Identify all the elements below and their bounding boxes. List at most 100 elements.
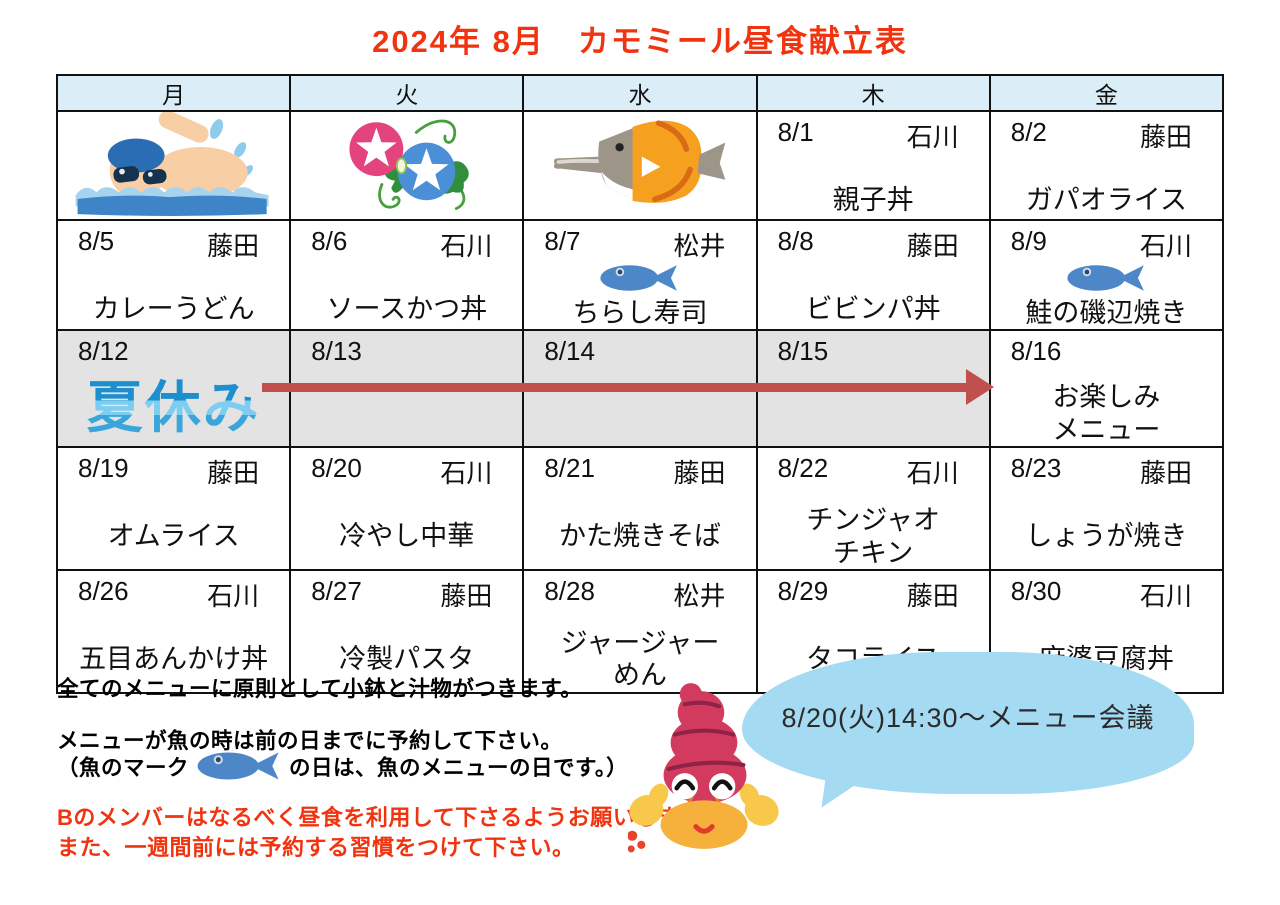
- menu-cell: 8/22 石川 チンジャオ チキン: [755, 446, 991, 571]
- warning-reserve-habit: また、一週間前には予約する習慣をつけて下さい。: [57, 835, 575, 860]
- cell-staff: 石川: [440, 231, 493, 261]
- butterflyfish-illustration: [553, 120, 726, 203]
- cell-date: 8/6: [311, 226, 348, 256]
- cell-staff: 藤田: [207, 231, 260, 261]
- week-row-4: 8/19 藤田 オムライス 8/20 石川 冷やし中華 8/21 藤田 かた焼きそば …: [55, 446, 1225, 571]
- cell-date: 8/13: [311, 336, 362, 367]
- cell-date: 8/8: [777, 226, 814, 256]
- cell-staff: 藤田: [673, 458, 726, 489]
- summer-vacation-label: 夏休み: [58, 363, 289, 444]
- cell-staff: 藤田: [1139, 122, 1192, 152]
- vacation-cell: 8/12 夏休み: [55, 329, 292, 449]
- cell-staff: 松井: [673, 231, 726, 261]
- summer-vacation-arrow: [262, 383, 968, 392]
- morning-glory-illustration: [349, 119, 469, 210]
- cell-menu: 冷製パスタ: [339, 643, 475, 674]
- cell-date: 8/5: [78, 226, 115, 256]
- menu-cell: 8/21 藤田 かた焼きそば: [522, 446, 758, 571]
- cell-date: 8/2: [1010, 117, 1047, 147]
- menu-cell: 8/2 藤田 ガパオライス: [988, 110, 1225, 221]
- menu-cell: 8/19 藤田 オムライス: [55, 446, 292, 571]
- cell-staff: 松井: [673, 580, 726, 611]
- note-side-dishes: 全てのメニューに原則として小鉢と汁物がつきます。: [57, 677, 583, 701]
- cell-date: 8/1: [777, 117, 814, 147]
- cell-date: 8/7: [544, 226, 581, 256]
- calendar-cell-illustration: [522, 110, 758, 221]
- cell-menu: 五目あんかけ丼: [79, 643, 269, 674]
- menu-cell: 8/16 お楽しみ メニュー: [988, 329, 1225, 449]
- cell-menu: 鮭の磯辺焼き: [1025, 298, 1188, 328]
- announcement-bubble: 8/20(火)14:30～メニュー会議: [742, 652, 1194, 844]
- cell-staff: 藤田: [1139, 458, 1192, 489]
- cell-staff: 石川: [1139, 231, 1192, 261]
- cell-date: 8/23: [1010, 453, 1062, 484]
- week-row-2: 8/5 藤田 カレーうどん 8/6 石川 ソースかつ丼 8/7 松井 ちらし寿司 8/…: [55, 218, 1225, 332]
- cell-date: 8/30: [1010, 575, 1062, 606]
- menu-cell: 8/20 石川 冷やし中華: [289, 446, 525, 571]
- announcement-text: 8/20(火)14:30～メニュー会議: [781, 703, 1155, 733]
- menu-cell: 8/8 藤田 ビビンパ丼: [755, 218, 991, 332]
- fish-icon: [600, 265, 678, 291]
- week-row-1: 8/1 石川 親子丼 8/2 藤田 ガパオライス: [55, 110, 1225, 221]
- cell-staff: 石川: [906, 458, 959, 489]
- weekday-header-wed: 水: [522, 74, 758, 112]
- cell-menu: お楽しみ メニュー: [1052, 382, 1161, 445]
- cell-date: 8/15: [777, 336, 829, 367]
- menu-cell-fish: 8/9 石川 鮭の磯辺焼き: [988, 218, 1225, 332]
- cell-date: 8/28: [544, 575, 595, 606]
- cell-menu: オムライス: [107, 521, 240, 552]
- cell-menu: かた焼きそば: [558, 521, 721, 552]
- cell-date: 8/27: [311, 575, 362, 606]
- fish-icon: [1067, 265, 1144, 291]
- cell-staff: 石川: [440, 458, 493, 489]
- page-title: 2024年 8月 カモミール昼食献立表: [372, 24, 908, 59]
- cell-staff: 藤田: [906, 580, 959, 611]
- cell-date: 8/14: [544, 336, 595, 367]
- menu-cell: 8/28 松井 ジャージャー めん: [522, 568, 758, 694]
- cell-date: 8/20: [311, 453, 362, 484]
- note-fish-reservation: メニューが魚の時は前の日までに予約して下さい。: [57, 729, 563, 753]
- hermit-crab-illustration: [628, 683, 779, 853]
- cell-menu: 親子丼: [832, 185, 914, 215]
- swimmer-illustration: [75, 112, 269, 216]
- note-fish-marker-suffix: の日は、魚のメニューの日です。）: [289, 755, 629, 780]
- menu-cell: 8/5 藤田 カレーうどん: [55, 218, 292, 332]
- cell-date: 8/29: [777, 575, 829, 606]
- menu-cell-fish: 8/7 松井 ちらし寿司: [522, 218, 758, 332]
- calendar-cell-illustration: [289, 110, 525, 221]
- cell-staff: 藤田: [906, 231, 959, 261]
- cell-date: 8/26: [78, 575, 129, 606]
- calendar-cell-illustration: [55, 110, 292, 221]
- cell-menu: 冷やし中華: [339, 521, 475, 552]
- weekday-header-fri: 金: [988, 74, 1225, 112]
- cell-menu: カレーうどん: [92, 294, 255, 324]
- warning-use-lunch: Bのメンバーはなるべく昼食を利用して下さるようお願いします。: [57, 805, 724, 830]
- cell-menu: ジャージャー めん: [560, 627, 720, 691]
- menu-cell: 8/26 石川 五目あんかけ丼: [55, 568, 292, 694]
- cell-staff: 藤田: [440, 580, 493, 611]
- weekday-header-thu: 木: [755, 74, 991, 112]
- menu-calendar: 月 火 水 木 金: [55, 74, 1225, 694]
- cell-staff: 藤田: [207, 458, 260, 489]
- cell-date: 8/16: [1010, 336, 1062, 367]
- cell-date: 8/22: [777, 453, 829, 484]
- menu-cell: 8/6 石川 ソースかつ丼: [289, 218, 525, 332]
- cell-date: 8/9: [1010, 226, 1047, 256]
- note-fish-marker-prefix: （魚のマーク: [57, 755, 190, 780]
- cell-menu: ちらし寿司: [572, 298, 708, 328]
- cell-menu: ビビンパ丼: [805, 294, 941, 324]
- summer-vacation-arrow-head: [966, 369, 994, 405]
- weekday-header-mon: 月: [55, 74, 292, 112]
- menu-cell: 8/23 藤田 しょうが焼き: [988, 446, 1225, 571]
- menu-cell: 8/1 石川 親子丼: [755, 110, 991, 221]
- cell-date: 8/21: [544, 453, 595, 484]
- cell-menu: チンジャオ チキン: [806, 505, 940, 568]
- cell-menu: ガパオライス: [1025, 185, 1187, 215]
- cell-menu: しょうが焼き: [1025, 521, 1188, 552]
- cell-staff: 石川: [1139, 580, 1192, 611]
- cell-menu: ソースかつ丼: [326, 294, 488, 324]
- note-fish-marker: （魚のマーク の日は、魚のメニューの日です。）: [57, 748, 628, 784]
- cell-date: 8/19: [78, 453, 129, 484]
- weekday-header-tue: 火: [289, 74, 525, 112]
- fish-icon: [197, 752, 279, 780]
